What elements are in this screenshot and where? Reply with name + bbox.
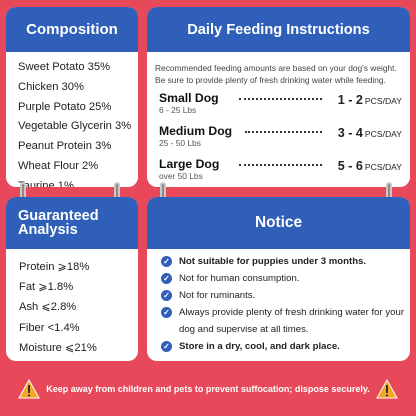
dog-size-label: Large Dog: [159, 157, 220, 171]
list-item: Fat ⩾1.8%: [19, 281, 74, 294]
composition-title: Composition: [6, 7, 138, 52]
list-item: Sweet Potato 35%: [18, 61, 111, 73]
list-item: Peanut Protein 3%: [18, 140, 112, 153]
list-item: Fiber <1.4%: [19, 321, 80, 334]
analysis-list: Protein ⩾18% Fat ⩾1.8% Ash ⩽2.8% Fiber <…: [6, 249, 138, 358]
feeding-card: Daily Feeding Instructions Recommended f…: [147, 7, 410, 187]
feeding-amount: 5 - 6 PCS/DAY: [337, 159, 402, 173]
notice-item: ✓ Always provide plenty of fresh drinking…: [161, 304, 406, 338]
notice-item: ✓ Not for ruminants.: [161, 287, 406, 304]
notice-item-text: Not suitable for puppies under 3 months.: [179, 256, 367, 267]
notice-item-text: Always provide plenty of fresh drinking …: [179, 307, 405, 335]
check-circle-icon: ✓: [161, 341, 172, 352]
check-circle-icon: ✓: [161, 307, 172, 318]
analysis-title: Guaranteed Analysis: [6, 197, 138, 249]
warning-banner: Keep away from children and pets to prev…: [0, 375, 416, 403]
feeding-title: Daily Feeding Instructions: [147, 7, 410, 52]
list-item: Wheat Flour 2%: [18, 159, 99, 172]
list-item: Vegetable Glycerin 3%: [18, 120, 132, 133]
dotted-leader: [239, 98, 322, 100]
list-item: Purple Potato 25%: [18, 100, 112, 113]
notice-item: ✓ Not suitable for puppies under 3 months…: [161, 253, 406, 270]
composition-list: Sweet Potato 35% Chicken 30% Purple Pota…: [6, 52, 138, 187]
notice-title: Notice: [147, 197, 410, 249]
warning-triangle-icon: [375, 379, 398, 399]
feeding-amount: 1 - 2 PCS/DAY: [337, 93, 402, 107]
feeding-row-medium: Medium Dog 25 - 50 Lbs 3 - 4 PCS/DAY: [159, 124, 402, 154]
dotted-leader: [245, 131, 322, 133]
dog-weight-label: 25 - 50 Lbs: [159, 138, 201, 148]
composition-card: Composition Sweet Potato 35% Chicken 30%…: [6, 7, 138, 187]
warning-triangle-icon: [18, 379, 41, 399]
analysis-title-line: Guaranteed: [18, 207, 99, 224]
warning-text: Keep away from children and pets to prev…: [46, 384, 370, 394]
dog-size-label: Medium Dog: [159, 124, 233, 138]
dog-weight-label: over 50 Lbs: [159, 171, 203, 181]
notice-item: ✓ Not for human consumption.: [161, 270, 406, 287]
check-circle-icon: ✓: [161, 256, 172, 267]
feeding-amount: 3 - 4 PCS/DAY: [337, 126, 402, 140]
notice-item-text: Store in a dry, cool, and dark place.: [179, 341, 340, 352]
list-item: Protein ⩾18%: [19, 261, 90, 273]
check-circle-icon: ✓: [161, 290, 172, 301]
dotted-leader: [239, 164, 322, 166]
dog-size-label: Small Dog: [159, 91, 219, 105]
notice-item-text: Not for ruminants.: [179, 290, 256, 301]
analysis-title-line: Analysis: [18, 222, 78, 238]
analysis-card: Guaranteed Analysis Protein ⩾18% Fat ⩾1.…: [6, 197, 138, 361]
feeding-description: Recommended feeding amounts are based on…: [155, 63, 397, 85]
list-item: Taurine 1%: [18, 179, 74, 187]
feeding-row-small: Small Dog 6 - 25 Lbs 1 - 2 PCS/DAY: [159, 91, 402, 121]
check-circle-icon: ✓: [161, 273, 172, 284]
feeding-row-large: Large Dog over 50 Lbs 5 - 6 PCS/DAY: [159, 157, 402, 187]
dog-weight-label: 6 - 25 Lbs: [159, 105, 197, 115]
notice-list: ✓ Not suitable for puppies under 3 months…: [147, 249, 410, 355]
list-item: Ash ⩽2.8%: [19, 301, 77, 314]
list-item: Moisture ⩽21%: [19, 341, 97, 354]
notice-item: ✓ Store in a dry, cool, and dark place.: [161, 338, 406, 355]
notice-item-text: Not for human consumption.: [179, 273, 300, 284]
list-item: Chicken 30%: [18, 80, 84, 93]
notice-card: Notice ✓ Not suitable for puppies under 3…: [147, 197, 410, 361]
